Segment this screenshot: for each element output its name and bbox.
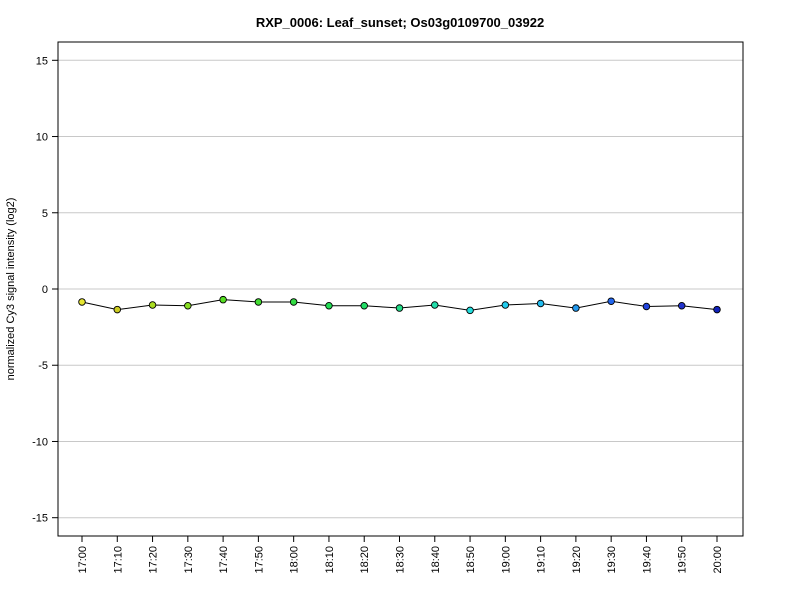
x-tick-label: 19:50 — [677, 546, 689, 574]
y-tick-label: -15 — [32, 513, 48, 525]
data-point — [254, 298, 263, 306]
data-point — [501, 301, 510, 309]
x-tick-label: 17:00 — [77, 546, 89, 574]
x-tick-label: 18:10 — [324, 546, 336, 574]
data-point — [289, 298, 298, 306]
y-axis-label: normalized Cy3 signal intensity (log2) — [5, 198, 17, 381]
x-tick-label: 19:00 — [500, 546, 512, 574]
x-tick-label: 17:20 — [148, 546, 160, 574]
x-tick-label: 19:10 — [536, 546, 548, 574]
x-tick-label: 18:50 — [465, 546, 477, 574]
data-point — [607, 297, 615, 305]
y-tick-label: 15 — [36, 55, 48, 67]
y-tick-label: -5 — [38, 360, 48, 372]
data-point — [78, 298, 86, 306]
data-point — [360, 302, 368, 310]
x-tick-label: 18:00 — [289, 546, 301, 574]
data-point — [536, 299, 545, 308]
data-point — [642, 302, 651, 311]
x-tick-label: 18:30 — [395, 546, 407, 574]
data-point — [572, 304, 580, 312]
data-point — [219, 295, 227, 304]
y-tick-label: -10 — [32, 436, 48, 448]
x-tick-label: 19:20 — [571, 546, 583, 574]
axes: 15 10 5 0 -5 -10 -15 17:00 17:10 17:20 17:30 17:40 1… — [32, 55, 724, 573]
series-line-group — [78, 295, 721, 315]
x-tick-label: 20:00 — [712, 546, 724, 574]
y-tick-label: 0 — [42, 284, 48, 296]
data-point — [713, 305, 721, 314]
data-point — [184, 302, 192, 310]
data-point — [677, 302, 686, 310]
x-tick-label: 17:10 — [112, 546, 124, 574]
data-point — [395, 304, 404, 312]
x-tick-label: 18:20 — [359, 546, 371, 574]
x-tick-label: 17:50 — [253, 546, 265, 574]
data-point — [325, 302, 333, 310]
data-point — [466, 306, 474, 315]
x-tick-label: 17:40 — [218, 546, 230, 574]
x-tick-label: 17:30 — [183, 546, 195, 574]
data-point — [113, 305, 122, 314]
x-tick-label: 19:40 — [641, 546, 653, 574]
x-tick-label: 19:30 — [606, 546, 618, 574]
x-tick-label: 18:40 — [430, 546, 442, 574]
y-tick-label: 5 — [42, 208, 48, 220]
chart-title: RXP_0006: Leaf_sunset; Os03g0109700_0392… — [256, 15, 544, 30]
plot-frame — [57, 41, 744, 537]
data-point — [431, 301, 439, 309]
y-tick-label: 10 — [36, 132, 48, 144]
data-point — [148, 301, 157, 309]
grid-lines — [58, 59, 743, 519]
